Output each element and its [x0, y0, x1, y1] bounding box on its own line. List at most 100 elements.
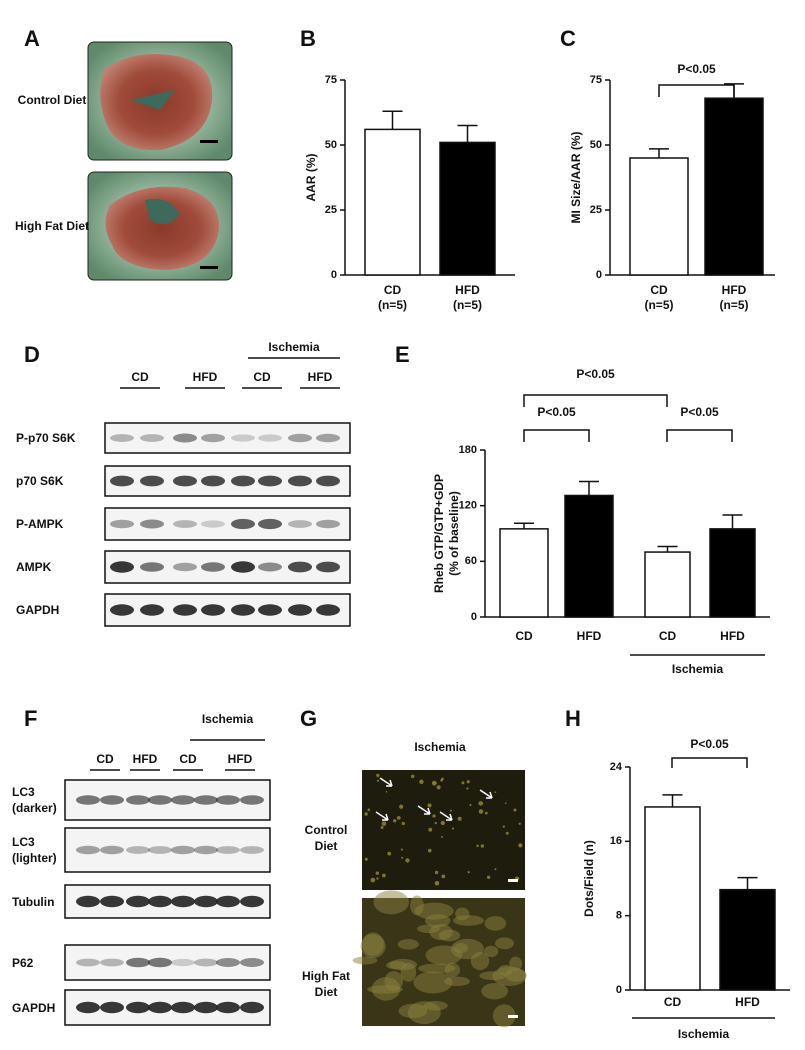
band: [173, 520, 197, 528]
x-tick-label: HFD: [735, 995, 760, 1009]
band: [173, 562, 197, 572]
band: [316, 475, 340, 487]
patch: [425, 945, 463, 966]
row-label: Tubulin: [12, 894, 55, 909]
band: [194, 1001, 218, 1014]
group-label: Ischemia: [672, 662, 724, 676]
speck: [513, 808, 517, 812]
band: [231, 561, 255, 573]
patch: [505, 968, 527, 982]
speck: [457, 816, 462, 821]
band: [76, 1001, 100, 1014]
x-tick-label: CD: [650, 283, 668, 297]
speck: [441, 874, 446, 879]
patch: [484, 916, 507, 931]
speck: [385, 790, 388, 793]
band: [110, 434, 134, 442]
significance-bracket: [658, 84, 735, 97]
band: [231, 434, 255, 442]
row-label: High Fat Diet: [302, 969, 350, 999]
lane-label: CD: [253, 370, 271, 384]
annotation: P<0.05: [680, 405, 719, 419]
band: [126, 957, 150, 968]
speck: [410, 774, 415, 779]
x-tick-label: HFD: [722, 283, 747, 297]
panel-title: Ischemia: [414, 740, 466, 754]
group-label: Ischemia: [202, 712, 254, 726]
speck: [375, 871, 380, 875]
band: [316, 604, 340, 616]
row-label: P-p70 S6K: [16, 431, 76, 445]
arrow: [417, 805, 431, 815]
y-tick-label: 120: [459, 500, 477, 512]
lane-label: HFD: [133, 752, 158, 766]
band: [140, 475, 164, 487]
arrow: [379, 777, 393, 787]
x-tick-label: CD: [384, 283, 402, 297]
x-tick-label: CD: [659, 629, 677, 643]
patch: [492, 1004, 516, 1028]
speck: [396, 815, 401, 820]
lane-label: CD: [96, 752, 114, 766]
band: [140, 519, 164, 529]
band: [110, 561, 134, 573]
row-label: P-AMPK: [16, 517, 64, 531]
band: [194, 958, 218, 967]
band: [258, 604, 282, 616]
patch: [479, 971, 507, 981]
band: [173, 604, 197, 616]
arrow: [479, 789, 493, 799]
speck: [494, 868, 497, 871]
band: [258, 475, 282, 487]
speck: [381, 821, 387, 826]
arrow: [375, 811, 389, 821]
speck: [364, 812, 368, 816]
speck: [401, 821, 405, 826]
band: [100, 845, 124, 855]
band: [201, 433, 225, 443]
y-tick-label: 50: [590, 139, 602, 151]
y-tick-label: 16: [610, 835, 622, 847]
speck: [434, 881, 440, 886]
band: [194, 795, 218, 805]
band: [110, 519, 134, 529]
band: [216, 958, 240, 967]
bar: [629, 157, 689, 276]
heart-photo: [87, 171, 233, 281]
band: [173, 433, 197, 443]
y-tick-label: 25: [325, 204, 337, 216]
band: [231, 518, 255, 530]
y-tick-label: 8: [616, 910, 622, 922]
x-tick-label: HFD: [577, 629, 602, 643]
patch: [373, 890, 410, 915]
band: [126, 1001, 150, 1014]
y-axis-label: Dots/Field (n): [582, 840, 596, 917]
speck: [370, 877, 376, 883]
speck: [467, 870, 470, 874]
y-tick-label: 180: [459, 444, 477, 456]
speck: [382, 873, 386, 878]
band: [231, 604, 255, 616]
patch: [470, 952, 490, 971]
row-label: Control Diet: [304, 823, 348, 853]
y-tick-label: 75: [325, 74, 337, 86]
panel-letter: G: [300, 706, 317, 731]
row-label: p70 S6K: [16, 474, 64, 488]
patch: [352, 956, 378, 965]
band: [171, 1001, 195, 1014]
speck: [364, 857, 368, 861]
speck: [427, 803, 432, 808]
bar: [439, 141, 496, 276]
blot: [104, 422, 351, 454]
speck: [494, 791, 497, 794]
band: [216, 795, 240, 805]
speck: [405, 858, 410, 863]
bar: [364, 128, 421, 276]
band: [126, 795, 150, 805]
patch: [362, 932, 384, 957]
band: [140, 434, 164, 442]
speck: [419, 779, 424, 785]
band: [288, 561, 312, 573]
speck: [401, 856, 404, 859]
